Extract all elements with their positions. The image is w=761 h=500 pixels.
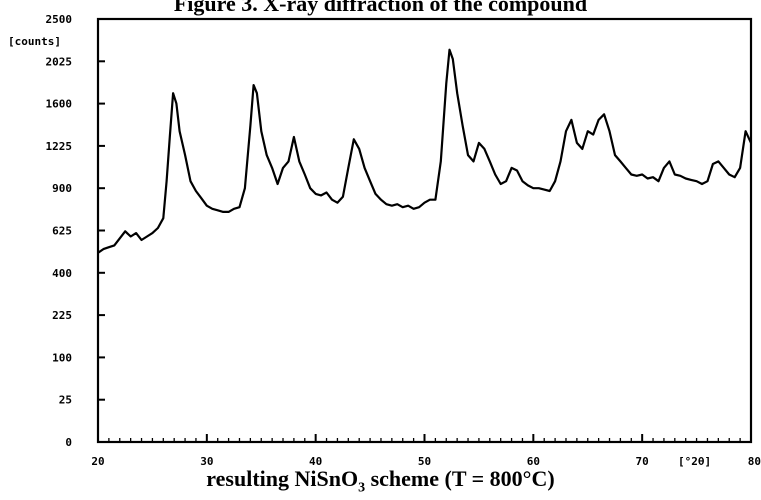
y-tick-label: 900	[52, 182, 72, 195]
x-tick-label: 50	[418, 455, 431, 468]
y-axis: 0 25 100 225 400 625 900 1225 1600 2025 2500	[46, 13, 105, 449]
y-tick-label: 2025	[46, 55, 73, 68]
y-tick-label: 1600	[46, 98, 73, 111]
x-tick-label: 60	[527, 455, 540, 468]
y-tick-label: 400	[52, 267, 72, 280]
x-tick-label: 20	[91, 455, 104, 468]
caption-suffix: scheme (T = 800°C)	[365, 466, 555, 491]
y-tick-label: 1225	[46, 140, 73, 153]
y-tick-label: 225	[52, 309, 72, 322]
x-tick-label: 30	[200, 455, 213, 468]
x-tick-label: 80	[748, 455, 761, 468]
x-tick-label: 70	[636, 455, 649, 468]
y-tick-label: 625	[52, 225, 72, 238]
xrd-chart: 0 25 100 225 400 625 900 1225 1600 2025 2500 20 30 4…	[8, 13, 761, 468]
series-line	[97, 48, 752, 254]
x-axis: 20 30 40 50 60 70 80	[91, 434, 761, 468]
caption: resulting NiSnO3 scheme (T = 800°C)	[0, 466, 761, 496]
x-unit-label: [°2θ]	[678, 455, 711, 468]
y-unit-label: [counts]	[8, 35, 61, 48]
y-tick-label: 0	[65, 436, 72, 449]
x-tick-label: 40	[309, 455, 322, 468]
y-tick-label: 100	[52, 351, 72, 364]
y-tick-label: 2500	[46, 13, 73, 26]
y-tick-label: 25	[59, 394, 72, 407]
figure-title: Figure 3. X-ray diffraction of the compo…	[173, 0, 588, 16]
caption-subscript: 3	[358, 480, 366, 496]
plot-frame	[96, 17, 753, 444]
caption-prefix: resulting NiSnO	[206, 466, 359, 491]
